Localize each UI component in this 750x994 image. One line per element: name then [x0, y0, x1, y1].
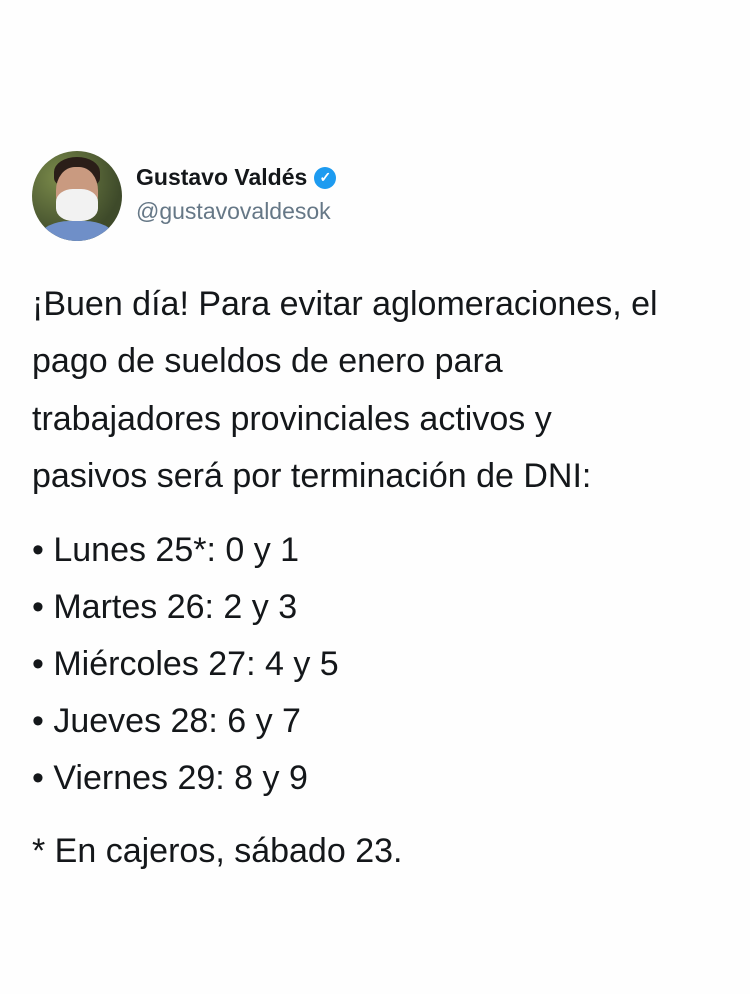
tweet-line: trabajadores provinciales activos y — [32, 399, 552, 438]
tweet-text: ¡Buen día! Para evitar aglomeraciones, e… — [32, 276, 658, 505]
author-handle[interactable]: @gustavovaldesok — [136, 198, 331, 224]
verified-badge-icon: ✓ — [314, 166, 337, 189]
avatar-shirt — [40, 221, 114, 241]
author-name-row[interactable]: Gustavo Valdés ✓ — [136, 164, 337, 191]
schedule-item: • Viernes 29: 8 y 9 — [32, 759, 308, 798]
schedule-item: • Martes 26: 2 y 3 — [32, 588, 298, 627]
avatar[interactable] — [32, 151, 122, 241]
footnote: * En cajeros, sábado 23. — [32, 832, 403, 870]
schedule-item: • Miércoles 27: 4 y 5 — [32, 645, 339, 684]
schedule-item: • Lunes 25*: 0 y 1 — [32, 531, 300, 569]
schedule-item: • Jueves 28: 6 y 7 — [32, 702, 301, 741]
tweet-line: pasivos será por terminación de DNI: — [32, 456, 592, 495]
avatar-mask — [56, 189, 98, 221]
tweet-line: ¡Buen día! Para evitar aglomeraciones, e… — [32, 285, 658, 323]
tweet-line: pago de sueldos de enero para — [32, 342, 503, 381]
author-name[interactable]: Gustavo Valdés — [136, 164, 308, 190]
schedule-list: • Lunes 25*: 0 y 1 • Martes 26: 2 y 3 • … — [32, 522, 339, 807]
